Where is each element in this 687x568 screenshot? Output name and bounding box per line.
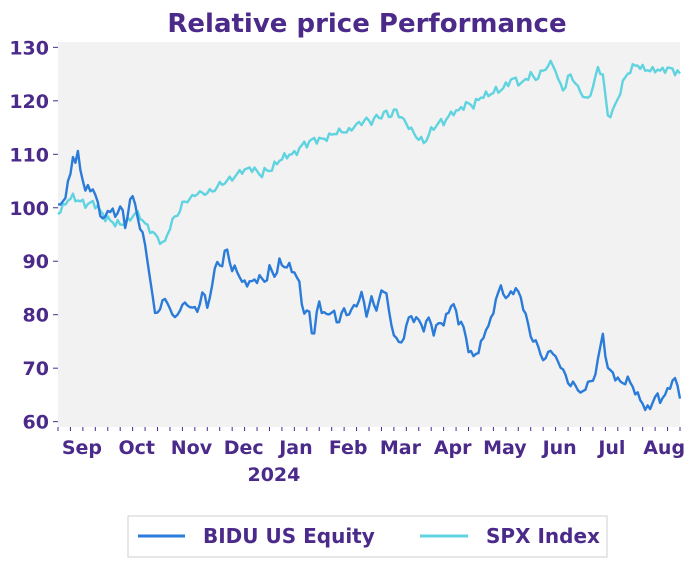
x-axis: Sep Oct Nov Dec Jan Feb Mar Apr May Jun Jul Aug: [57, 427, 685, 459]
x-tick-label: Jan: [277, 437, 312, 459]
y-tick-label: 100: [9, 198, 49, 220]
x-tick-label: Nov: [171, 437, 213, 459]
y-tick-label: 90: [23, 251, 49, 273]
series-line-spx-index: [57, 59, 681, 246]
x-tick-label: Oct: [118, 437, 155, 459]
x-tick-label: Sep: [62, 437, 102, 459]
x-tick-label: Aug: [643, 437, 685, 459]
x-tick-label: Mar: [380, 437, 422, 459]
legend[interactable]: BIDU US Equity SPX Index: [127, 515, 608, 558]
chart-title: Relative price Performance: [167, 9, 566, 39]
x-tick-label: May: [483, 437, 527, 459]
x-tick-label: Dec: [224, 437, 264, 459]
y-tick-label: 120: [9, 91, 49, 113]
y-tick-label: 70: [23, 358, 49, 380]
x-tick-label: Jun: [541, 437, 577, 459]
plot-area: [58, 42, 680, 427]
series-line-bidu-us-equity: [57, 149, 682, 412]
legend-box: [127, 515, 608, 558]
x-tick-label: Feb: [329, 437, 368, 459]
y-tick-label: 80: [23, 305, 49, 327]
y-axis: 60 70 80 90 100 110 120 130: [9, 37, 58, 434]
legend-label-spx-index[interactable]: SPX Index: [486, 524, 600, 548]
y-tick-label: 110: [9, 144, 49, 166]
x-axis-year-label: 2024: [247, 464, 300, 486]
y-tick-label: 130: [9, 37, 49, 59]
x-tick-label: Jul: [596, 437, 625, 459]
legend-label-bidu-us-equity[interactable]: BIDU US Equity: [203, 524, 375, 548]
series-lines: [57, 59, 682, 412]
x-tick-label: Apr: [434, 437, 472, 459]
y-tick-label: 60: [23, 412, 49, 434]
